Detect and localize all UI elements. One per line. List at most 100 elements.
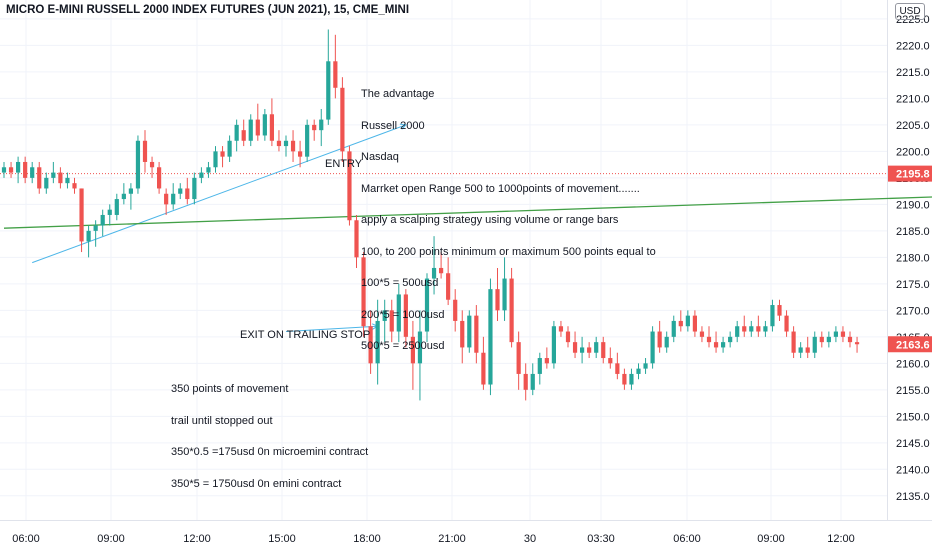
candle-body	[37, 167, 42, 189]
currency-button[interactable]: USD	[895, 3, 925, 20]
y-tick-label: 2205.0	[896, 120, 930, 132]
candle-body	[460, 320, 465, 348]
result-line: trail until stopped out	[171, 414, 273, 427]
y-tick-label: 2220.0	[896, 40, 930, 52]
entry-label: ENTRY	[325, 158, 363, 170]
y-tick-label: 2210.0	[896, 93, 930, 105]
candle-body	[728, 336, 733, 343]
candle-body	[283, 140, 289, 147]
advantage-line: 200*5 = 1000usd	[361, 308, 445, 321]
candle-body	[164, 193, 169, 205]
candle-body	[565, 331, 571, 343]
candle-body	[30, 167, 35, 178]
price-label: 2195.8	[896, 169, 930, 181]
candle-body	[622, 373, 627, 385]
exit-label: EXIT ON TRAILING STOP	[240, 329, 371, 341]
candle-body	[269, 114, 274, 141]
x-tick-label: 09:00	[757, 533, 785, 545]
candle-body	[347, 151, 352, 221]
advantage-line: 100, to 200 points minimum or maximum 50…	[361, 245, 656, 258]
candle-body	[777, 305, 782, 316]
x-tick-label: 21:00	[438, 533, 466, 545]
candle-body	[453, 299, 458, 321]
x-tick-label: 06:00	[12, 533, 40, 545]
candle-body	[439, 267, 444, 274]
candle-body	[86, 230, 91, 242]
advantage-line: The advantage	[361, 88, 435, 100]
candle-body	[544, 358, 549, 364]
x-tick-label: 12:00	[827, 533, 855, 545]
candle-body	[79, 188, 84, 242]
candle-body	[756, 326, 761, 332]
candle-body	[699, 331, 705, 337]
candle-body	[192, 177, 197, 200]
candle-body	[643, 363, 648, 369]
candle-body	[241, 130, 246, 141]
candle-body	[664, 336, 669, 348]
candle-body	[333, 61, 338, 88]
candle-body	[798, 347, 803, 353]
candle-body	[713, 342, 719, 348]
candle-body	[128, 188, 133, 194]
candle-body	[692, 315, 697, 332]
support-line	[3, 196, 932, 229]
candle-body	[199, 172, 204, 178]
candle-body	[368, 326, 373, 364]
candle-body	[481, 352, 486, 385]
candle-body	[735, 326, 740, 337]
candle-body	[742, 326, 747, 332]
candle-body	[255, 119, 260, 136]
candle-body	[812, 336, 817, 353]
ascending-trendline-arrowhead	[399, 123, 407, 130]
advantage-line: Nasdaq	[361, 151, 399, 163]
candle-body	[227, 140, 232, 157]
candle-body	[361, 257, 366, 327]
candle-body	[424, 278, 430, 332]
y-tick-label: 2185.0	[896, 226, 930, 238]
candle-body	[72, 183, 77, 189]
candle-body	[248, 119, 253, 141]
x-tick-label: 03:30	[587, 533, 615, 545]
y-tick-label: 2145.0	[896, 438, 930, 450]
x-tick-label: 12:00	[183, 533, 211, 545]
candle-body	[206, 167, 211, 173]
candle-body	[502, 278, 507, 311]
candle-body	[16, 161, 21, 173]
candle-body	[523, 373, 528, 390]
candle-body	[763, 326, 768, 332]
candle-body	[354, 220, 359, 258]
x-tick-label: 06:00	[673, 533, 701, 545]
candle-body	[178, 188, 183, 194]
candle-body	[537, 358, 542, 374]
result-line: 350 points of movement	[171, 383, 289, 395]
x-tick-label: 09:00	[97, 533, 125, 545]
candle-body	[721, 342, 726, 348]
candle-body	[149, 161, 155, 168]
candle-body	[819, 336, 824, 343]
candle-body	[558, 326, 564, 332]
candle-body	[601, 342, 606, 359]
candle-body	[396, 294, 401, 332]
y-tick-label: 2175.0	[896, 279, 930, 291]
y-tick-label: 2180.0	[896, 252, 930, 264]
candle-body	[107, 209, 112, 215]
candle-body	[784, 315, 789, 332]
candle-body	[678, 320, 683, 327]
candle-body	[276, 140, 282, 147]
result-line: 350*5 = 1750usd 0n emini contract	[171, 477, 342, 490]
advantage-line: Marrket open Range 500 to 1000points of …	[361, 182, 640, 195]
candle-body	[847, 336, 853, 343]
candle-body	[410, 336, 415, 364]
candle-body	[650, 331, 655, 364]
candle-body	[805, 347, 810, 353]
candle-body	[234, 124, 239, 141]
candle-body	[298, 151, 303, 157]
candle-body	[114, 199, 119, 215]
y-tick-label: 2155.0	[896, 385, 930, 397]
candle-body	[100, 214, 105, 226]
candle-body	[58, 172, 63, 184]
candle-body	[509, 278, 514, 343]
candle-body	[657, 331, 662, 348]
candle-body	[770, 305, 775, 327]
